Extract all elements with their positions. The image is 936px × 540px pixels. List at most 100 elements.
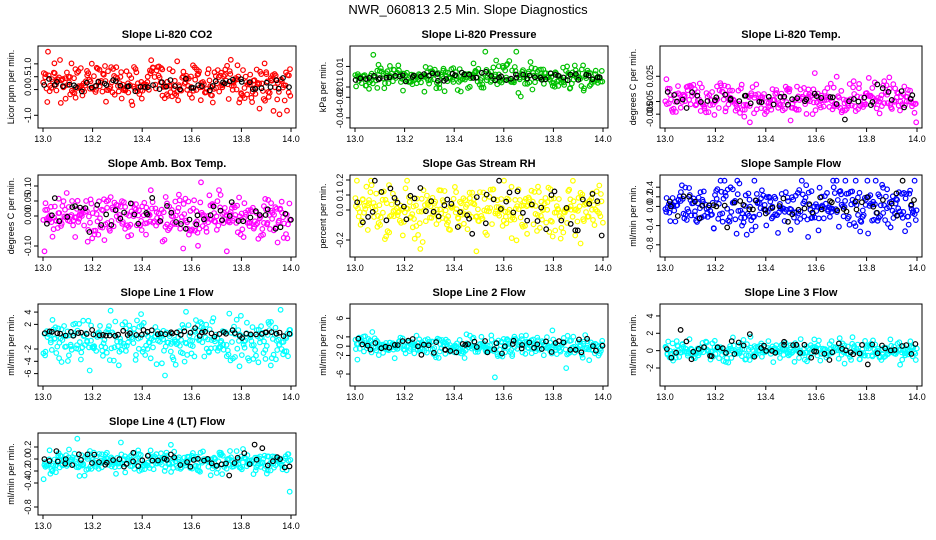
x-tick-label: 13.0 bbox=[346, 134, 364, 144]
data-point-all bbox=[705, 109, 712, 115]
data-point-all bbox=[147, 447, 154, 454]
y-tick-label: -6 bbox=[23, 370, 33, 378]
data-point-all bbox=[880, 210, 887, 216]
data-point-all bbox=[581, 218, 587, 225]
data-point-all bbox=[679, 341, 686, 347]
data-point-all bbox=[197, 199, 204, 206]
data-point-all bbox=[394, 212, 401, 219]
data-point-all bbox=[874, 217, 881, 224]
data-point-all bbox=[216, 187, 222, 194]
data-point-all bbox=[263, 470, 270, 477]
data-point-subset bbox=[192, 325, 199, 332]
data-point-subset bbox=[56, 218, 63, 225]
data-point-all bbox=[556, 196, 562, 202]
data-point-subset bbox=[668, 354, 675, 361]
x-tick-label: 14.0 bbox=[908, 134, 926, 144]
data-point-all bbox=[838, 87, 845, 94]
data-point-subset bbox=[238, 76, 244, 83]
data-point-all bbox=[259, 225, 266, 232]
data-point-all bbox=[903, 191, 910, 197]
data-point-subset bbox=[64, 213, 71, 220]
x-tick-label: 13.0 bbox=[34, 521, 52, 531]
data-point-all bbox=[196, 68, 202, 75]
data-point-subset bbox=[753, 197, 759, 204]
data-point-all bbox=[506, 206, 513, 213]
data-point-all bbox=[561, 81, 568, 88]
data-point-subset bbox=[198, 83, 205, 89]
data-point-subset bbox=[41, 456, 48, 463]
data-point-subset bbox=[275, 85, 282, 92]
data-point-all bbox=[458, 200, 464, 207]
data-point-all bbox=[178, 337, 185, 343]
data-point-all bbox=[368, 182, 375, 189]
data-point-subset bbox=[514, 188, 521, 195]
y-tick-label: -2 bbox=[23, 345, 33, 353]
data-point-all bbox=[88, 200, 95, 207]
plot-title: Slope Amb. Box Temp. bbox=[108, 158, 227, 170]
data-point-all bbox=[234, 345, 241, 352]
data-point-subset bbox=[447, 348, 454, 354]
data-point-all bbox=[790, 347, 797, 354]
data-point-all bbox=[143, 204, 150, 211]
data-point-all bbox=[728, 355, 735, 361]
data-point-all bbox=[114, 343, 121, 350]
data-point-subset bbox=[740, 201, 747, 208]
data-point-all bbox=[77, 65, 84, 71]
data-point-all bbox=[663, 195, 670, 201]
data-point-all bbox=[739, 210, 746, 217]
data-point-all bbox=[223, 342, 230, 348]
data-point-all bbox=[186, 332, 193, 339]
data-point-all bbox=[703, 339, 710, 346]
data-point-subset bbox=[91, 451, 98, 458]
data-point-subset bbox=[888, 200, 895, 207]
data-point-subset bbox=[701, 344, 707, 351]
data-point-all bbox=[88, 60, 95, 67]
data-point-all bbox=[168, 206, 175, 213]
data-point-all bbox=[686, 185, 692, 191]
y-tick-label: 0.0 bbox=[335, 204, 345, 217]
y-tick-label: -1.0 bbox=[23, 108, 33, 124]
data-point-subset bbox=[790, 342, 796, 349]
y-tick-label: 0 bbox=[645, 348, 655, 353]
data-point-all bbox=[464, 226, 471, 233]
data-point-subset bbox=[182, 75, 189, 82]
data-point-all bbox=[828, 208, 835, 215]
data-point-all bbox=[419, 239, 426, 245]
data-point-subset bbox=[567, 71, 574, 78]
data-point-subset bbox=[83, 331, 90, 337]
data-point-all bbox=[435, 355, 442, 361]
data-point-subset bbox=[212, 78, 219, 85]
data-point-subset bbox=[62, 456, 69, 463]
data-point-subset bbox=[829, 94, 836, 101]
y-tick-label: -0.4 bbox=[23, 475, 33, 491]
data-point-all bbox=[463, 331, 470, 338]
data-point-subset bbox=[364, 342, 371, 349]
data-point-subset bbox=[531, 344, 537, 351]
x-tick-label: 13.2 bbox=[396, 263, 414, 273]
data-point-all bbox=[96, 66, 103, 73]
data-point-all bbox=[538, 212, 544, 219]
data-point-all bbox=[88, 322, 94, 329]
y-tick-label: 4 bbox=[645, 313, 655, 318]
data-point-subset bbox=[359, 341, 366, 348]
data-point-subset bbox=[490, 196, 497, 203]
data-point-subset bbox=[62, 332, 69, 339]
data-point-subset bbox=[187, 329, 194, 336]
data-point-all bbox=[241, 344, 248, 351]
data-point-subset bbox=[585, 72, 592, 79]
data-point-subset bbox=[378, 188, 385, 195]
data-point-all bbox=[442, 207, 449, 214]
data-point-all bbox=[153, 361, 160, 368]
data-point-all bbox=[85, 70, 92, 77]
x-tick-label: 13.2 bbox=[396, 134, 414, 144]
data-point-all bbox=[62, 95, 69, 102]
data-point-all bbox=[591, 222, 598, 229]
data-point-all bbox=[886, 74, 893, 81]
data-point-all bbox=[466, 195, 473, 202]
data-point-subset bbox=[836, 340, 842, 347]
x-tick-label: 13.0 bbox=[656, 263, 674, 273]
data-point-all bbox=[907, 87, 913, 94]
data-point-subset bbox=[589, 76, 596, 83]
data-point-all bbox=[95, 231, 102, 238]
